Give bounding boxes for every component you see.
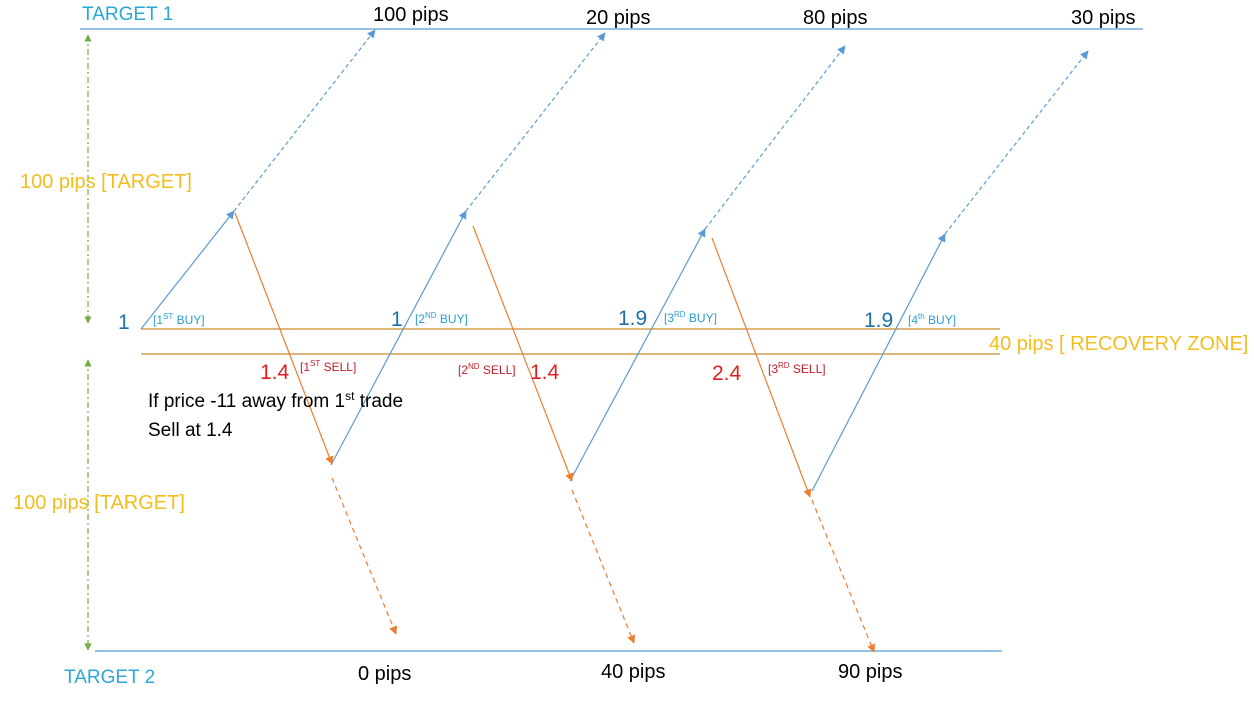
buy-2-leg bbox=[330, 210, 467, 466]
buy-2-target-projection bbox=[465, 32, 606, 212]
sell-2-tag: [2ND SELL] bbox=[458, 362, 516, 377]
buy-1-leg bbox=[140, 210, 235, 330]
buy-3-lot: 1.9 bbox=[618, 307, 647, 330]
buy-1-target-projection bbox=[233, 29, 376, 212]
bottom-result-2: 40 pips bbox=[601, 661, 666, 683]
buy-2-lot: 1 bbox=[391, 308, 403, 331]
top-result-3: 80 pips bbox=[803, 7, 868, 29]
sell-1-tag: [1ST SELL] bbox=[300, 359, 356, 374]
sell-2-target-projection bbox=[571, 489, 636, 644]
sell-3-target-projection bbox=[811, 499, 876, 653]
buy-3-tag: [3RD BUY] bbox=[664, 310, 717, 325]
target1-label: TARGET 1 bbox=[82, 4, 173, 25]
buy-3-target-projection bbox=[704, 45, 846, 230]
upper-target-label: 100 pips [TARGET] bbox=[20, 171, 192, 193]
note-line-1: If price -11 away from 1st trade bbox=[148, 389, 403, 412]
top-result-2: 20 pips bbox=[586, 7, 651, 29]
top-result-1: 100 pips bbox=[373, 4, 449, 26]
buy-4-leg bbox=[811, 233, 946, 492]
sell-3-tag: [3RD SELL] bbox=[768, 361, 826, 376]
recovery-zone-label: 40 pips [ RECOVERY ZONE] bbox=[989, 333, 1248, 355]
buy-3-leg bbox=[569, 228, 706, 482]
sell-2-lot: 1.4 bbox=[530, 361, 560, 384]
buy-4-target-projection bbox=[944, 50, 1089, 235]
sell-3-lot: 2.4 bbox=[712, 362, 742, 385]
buy-2-tag: [2ND BUY] bbox=[415, 311, 468, 326]
sell-1-leg bbox=[234, 212, 334, 465]
top-result-4: 30 pips bbox=[1071, 7, 1136, 29]
bottom-result-1: 0 pips bbox=[358, 663, 411, 685]
target2-label: TARGET 2 bbox=[64, 667, 155, 688]
note-line-2: Sell at 1.4 bbox=[148, 420, 233, 441]
bottom-result-3: 90 pips bbox=[838, 661, 903, 683]
buy-4-tag: [4th BUY] bbox=[908, 312, 956, 327]
sell-3-leg bbox=[711, 237, 812, 498]
sell-1-lot: 1.4 bbox=[260, 361, 290, 384]
buy-4-lot: 1.9 bbox=[864, 309, 893, 332]
buy-1-lot: 1 bbox=[118, 311, 130, 334]
sell-2-leg bbox=[472, 225, 574, 482]
sell-1-target-projection bbox=[331, 477, 398, 635]
buy-1-tag: [1ST BUY] bbox=[153, 312, 205, 327]
lower-target-label: 100 pips [TARGET] bbox=[13, 492, 185, 514]
